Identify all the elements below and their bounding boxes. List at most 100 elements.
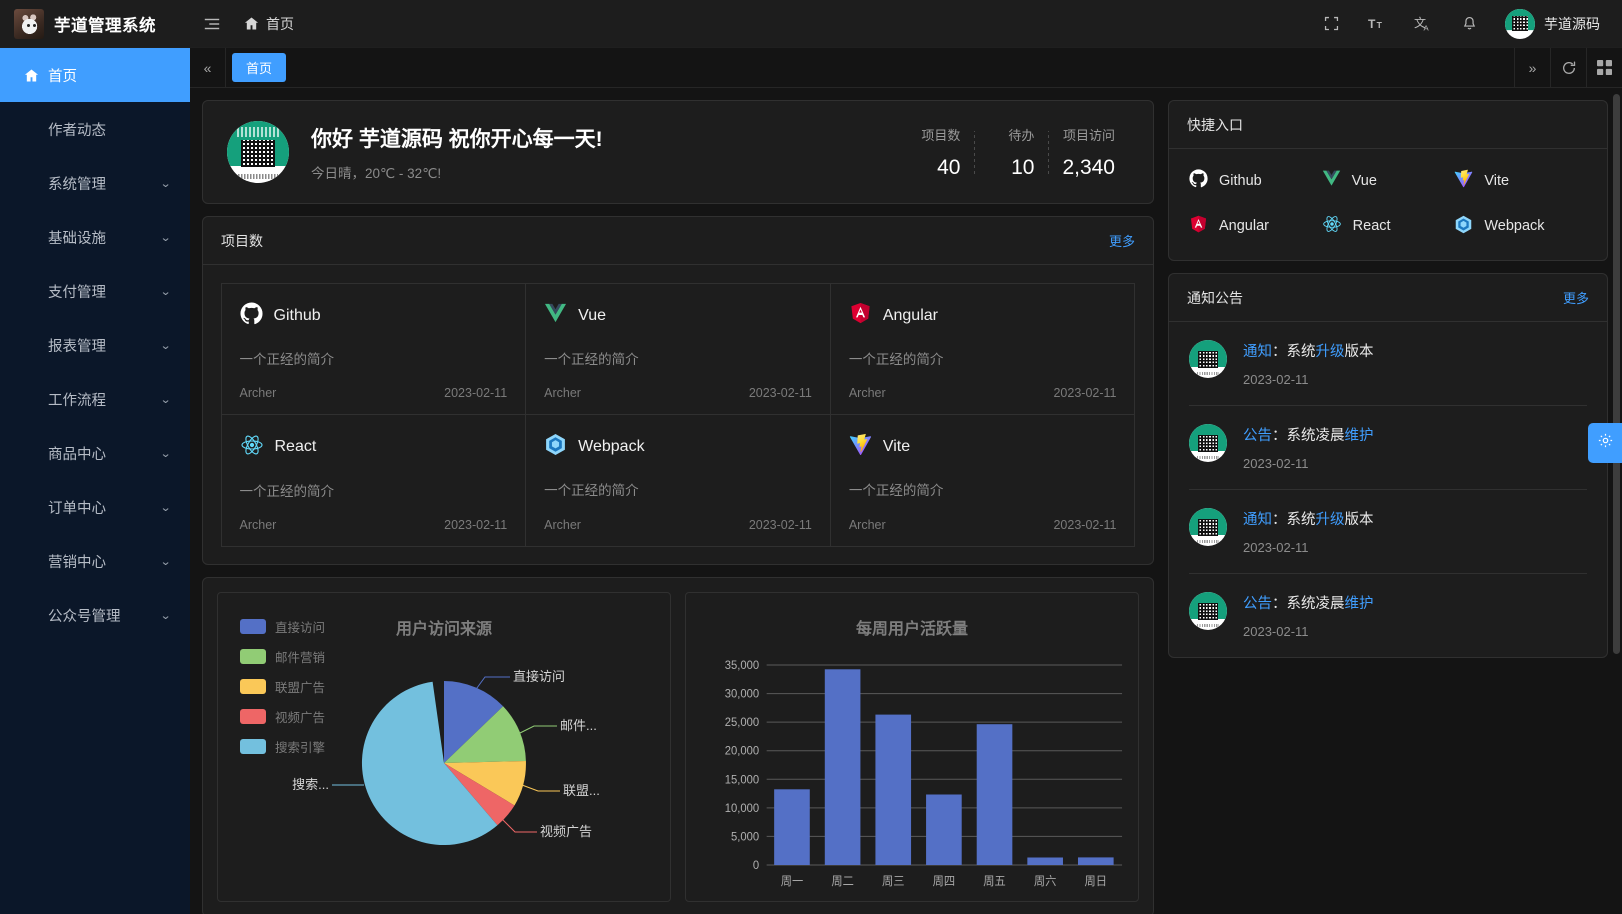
legend-item[interactable]: 视频广告 (240, 707, 325, 726)
quick-entry-webpack[interactable]: Webpack (1454, 214, 1587, 238)
pie-slice-email[interactable] (444, 706, 526, 763)
legend-item[interactable]: 邮件营销 (240, 647, 325, 666)
sidebar-item-marketing-center[interactable]: 营销中心 ⌄ (0, 534, 190, 588)
quick-entry-github[interactable]: Github (1189, 169, 1322, 192)
notice-middle: ：系统 (1272, 344, 1316, 360)
project-meta: Archer 2023-02-11 (544, 518, 812, 532)
vite-icon (1454, 169, 1473, 192)
tab-home[interactable]: 首页 (232, 53, 287, 82)
quick-entry-vite[interactable]: Vite (1454, 169, 1587, 192)
pie-chart-user-source[interactable]: 用户访问来源 直接访问 邮件营销 (217, 592, 671, 902)
avatar (1189, 340, 1227, 378)
greeting-banner: 你好 芋道源码 祝你开心每一天! 今日晴，20℃ - 32℃! 项目数 40 待… (202, 100, 1154, 204)
project-desc: 一个正经的简介 (848, 351, 944, 367)
stat-value: 2,340 (1062, 155, 1115, 179)
quick-entry-angular[interactable]: Angular (1189, 214, 1322, 238)
project-author: Archer (544, 385, 581, 400)
legend-item[interactable]: 直接访问 (240, 617, 325, 636)
legend-item[interactable]: 搜索引擎 (240, 737, 325, 756)
bar-sun[interactable] (1077, 857, 1114, 865)
home-icon (244, 16, 259, 31)
project-card-vite[interactable]: Vite 一个正经的简介 Archer 2023-02-11 (829, 413, 1136, 547)
grid-layout-icon[interactable] (1586, 48, 1622, 87)
bar-thu[interactable] (926, 794, 962, 866)
dashboard-left-column: 你好 芋道源码 祝你开心每一天! 今日晴，20℃ - 32℃! 项目数 40 待… (202, 100, 1154, 914)
sidebar-item-infrastructure[interactable]: 基础设施 ⌄ (0, 210, 190, 264)
quick-entry-react[interactable]: React (1322, 214, 1455, 238)
notice-item[interactable]: 通知：系统升级版本 2023-02-11 (1189, 322, 1587, 406)
bar-chart-weekly-active[interactable]: 每周用户活跃量 (685, 592, 1139, 902)
quick-entry-vue[interactable]: Vue (1322, 169, 1455, 192)
projects-grid: Github 一个正经的简介 Archer 2023-02-11 (220, 282, 1136, 547)
project-card-angular[interactable]: Angular 一个正经的简介 Archer 2023-02-11 (829, 282, 1136, 415)
pie-slice-direct[interactable] (444, 681, 504, 763)
project-desc: 一个正经的简介 (239, 351, 335, 367)
brand[interactable]: 芋道管理系统 (0, 8, 190, 39)
tags-scroll-right-icon[interactable]: » (1514, 48, 1550, 87)
sidebar-item-home[interactable]: 首页 (0, 48, 190, 102)
pie-slice-affiliate[interactable] (444, 761, 526, 806)
bar-tue[interactable] (824, 669, 861, 865)
bar-mon[interactable] (774, 789, 810, 865)
bar-sat[interactable] (1027, 857, 1063, 866)
notice-title[interactable]: 通知：系统升级版本 (1243, 340, 1587, 361)
breadcrumb-home-label: 首页 (266, 15, 294, 32)
refresh-icon[interactable] (1550, 48, 1586, 87)
notices-more-link[interactable]: 更多 (1562, 291, 1589, 306)
user-menu[interactable]: 芋道源码 (1493, 0, 1606, 48)
sidebar-item-label: 报表管理 (48, 338, 106, 355)
notice-item[interactable]: 通知：系统升级版本 2023-02-11 (1189, 490, 1587, 574)
project-card-github[interactable]: Github 一个正经的简介 Archer 2023-02-11 (220, 282, 527, 415)
main-scrollbar[interactable] (1613, 94, 1620, 910)
font-size-icon[interactable]: T T (1355, 0, 1399, 48)
vite-icon (849, 433, 872, 461)
project-date: 2023-02-11 (748, 517, 812, 532)
project-meta: Archer 2023-02-11 (849, 518, 1117, 532)
hamburger-icon[interactable] (190, 0, 234, 48)
sidebar-item-author-news[interactable]: 作者动态 (0, 102, 190, 156)
project-card-react[interactable]: React 一个正经的简介 Archer 2023-02-11 (220, 413, 527, 547)
sidebar-item-order-center[interactable]: 订单中心 ⌄ (0, 480, 190, 534)
avatar (1505, 8, 1535, 39)
translate-icon[interactable]: 文 A (1401, 0, 1445, 48)
notice-title[interactable]: 通知：系统升级版本 (1243, 508, 1587, 529)
tags-scroll-left-icon[interactable]: « (190, 48, 226, 87)
sidebar-item-workflow[interactable]: 工作流程 ⌄ (0, 372, 190, 426)
bar-wed[interactable] (875, 714, 912, 865)
project-card-vue[interactable]: Vue 一个正经的简介 Archer 2023-02-11 (525, 282, 831, 415)
banner-stats: 项目数 40 待办 10 项目访问 2,340 (900, 125, 1129, 180)
sidebar-item-payment-manage[interactable]: 支付管理 ⌄ (0, 264, 190, 318)
main-scrollbar-thumb[interactable] (1613, 94, 1620, 654)
chevron-down-icon: ⌄ (159, 555, 172, 568)
quick-entry-title: 快捷入口 (1187, 116, 1243, 133)
notice-title[interactable]: 公告：系统凌晨维护 (1243, 424, 1587, 445)
quick-entry-header: 快捷入口 (1169, 101, 1607, 149)
stat-value: 10 (1011, 155, 1035, 179)
project-desc: 一个正经的简介 (544, 351, 639, 367)
fullscreen-icon[interactable] (1309, 0, 1353, 48)
svg-text:20,000: 20,000 (725, 744, 760, 757)
pie-slice-search[interactable] (361, 681, 498, 846)
notice-title[interactable]: 公告：系统凌晨维护 (1243, 592, 1587, 613)
quick-entry-grid: Github Vue (1169, 149, 1607, 260)
pie-label-email: 邮件... (560, 718, 597, 733)
notice-item[interactable]: 公告：系统凌晨维护 2023-02-11 (1189, 406, 1587, 490)
svg-text:周二: 周二 (831, 875, 854, 888)
bar-fri[interactable] (976, 724, 1013, 865)
sidebar-item-system-manage[interactable]: 系统管理 ⌄ (0, 156, 190, 210)
pie-slice-video[interactable] (444, 763, 515, 826)
bell-icon[interactable] (1447, 0, 1491, 48)
sidebar-item-product-center[interactable]: 商品中心 ⌄ (0, 426, 190, 480)
sidebar-item-report-manage[interactable]: 报表管理 ⌄ (0, 318, 190, 372)
breadcrumb-home[interactable]: 首页 (234, 0, 304, 48)
sidebar-item-mp-manage[interactable]: 公众号管理 ⌄ (0, 588, 190, 642)
avatar (1189, 424, 1227, 462)
project-card-head: Angular (849, 302, 1117, 330)
projects-more-link[interactable]: 更多 (1108, 234, 1135, 249)
project-card-webpack[interactable]: Webpack 一个正经的简介 Archer 2023-02-11 (525, 413, 831, 547)
notice-item[interactable]: 公告：系统凌晨维护 2023-02-11 (1189, 574, 1587, 657)
settings-drawer-button[interactable] (1588, 423, 1622, 463)
project-card-head: Github (239, 301, 508, 330)
content-area: « 首页 » (190, 48, 1622, 914)
legend-item[interactable]: 联盟广告 (240, 677, 325, 696)
